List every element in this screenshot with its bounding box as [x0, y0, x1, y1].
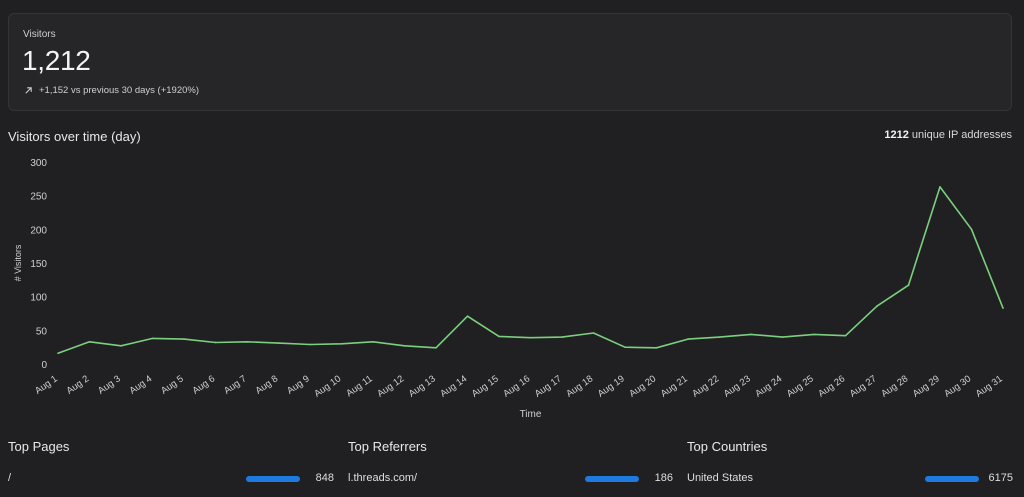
x-tick-label: Aug 23 [722, 373, 753, 399]
data-point [907, 284, 910, 287]
country-count-bar [925, 476, 979, 482]
data-point [844, 334, 847, 337]
data-point [718, 336, 721, 338]
x-tick-label: Aug 25 [785, 373, 816, 399]
referrer-count-bar [585, 476, 639, 482]
data-point [340, 343, 343, 345]
x-tick-label: Aug 10 [312, 373, 343, 399]
x-tick-label: Aug 28 [879, 373, 910, 399]
x-tick-label: Aug 9 [285, 373, 312, 396]
x-tick-label: Aug 30 [942, 373, 973, 399]
visitors-series-line [57, 186, 1004, 354]
data-point [592, 332, 595, 334]
data-point [876, 305, 878, 307]
country-count: 6175 [988, 472, 1013, 484]
y-tick-label: 100 [30, 293, 47, 304]
data-point [403, 345, 406, 347]
top-countries-row[interactable]: United States 6175 [687, 471, 1013, 487]
x-tick-label: Aug 31 [974, 373, 1005, 399]
data-point [1002, 307, 1004, 309]
visitors-label: Visitors [23, 29, 56, 40]
y-tick-label: 300 [30, 158, 47, 169]
referrer-name[interactable]: l.threads.com/ [348, 472, 418, 484]
data-point [939, 186, 941, 188]
x-tick-label: Aug 13 [407, 373, 438, 399]
y-tick-label: 0 [41, 360, 47, 371]
x-tick-label: Aug 17 [533, 373, 564, 399]
page-count-bar [246, 476, 300, 482]
x-tick-label: Aug 4 [128, 373, 155, 396]
x-tick-label: Aug 27 [848, 373, 879, 399]
x-tick-label: Aug 11 [344, 373, 374, 399]
data-point [750, 333, 752, 336]
x-axis-label: Time [520, 409, 542, 420]
data-point [435, 347, 437, 349]
referrer-count: 186 [654, 472, 673, 484]
x-tick-label: Aug 20 [627, 373, 658, 399]
x-tick-label: Aug 2 [65, 373, 92, 396]
chart-title: Visitors over time (day) [8, 129, 141, 144]
x-tick-label: Aug 6 [191, 373, 218, 396]
x-tick-label: Aug 14 [438, 373, 469, 399]
data-point [246, 340, 248, 343]
visitors-change: +1,152 vs previous 30 days (+1920%) [24, 85, 199, 96]
page-path[interactable]: / [8, 472, 12, 484]
data-point [120, 345, 122, 347]
x-tick-label: Aug 26 [816, 373, 847, 399]
data-point [183, 338, 185, 340]
x-tick-label: Aug 12 [375, 373, 406, 399]
x-tick-label: Aug 24 [753, 373, 784, 399]
top-countries-title: Top Countries [687, 439, 768, 454]
visitors-total: 1,212 [22, 45, 91, 76]
x-tick-label: Aug 29 [911, 373, 942, 399]
data-point [624, 346, 626, 348]
top-referrers-title: Top Referrers [348, 439, 427, 454]
data-point [970, 228, 973, 231]
visitors-change-text: +1,152 vs previous 30 days (+1920%) [39, 85, 200, 96]
data-point [88, 340, 91, 343]
data-point [655, 347, 658, 349]
x-tick-label: Aug 3 [96, 373, 123, 396]
x-tick-label: Aug 1 [33, 373, 60, 396]
top-pages-title: Top Pages [8, 439, 70, 454]
data-point [561, 336, 563, 338]
data-point [781, 336, 784, 338]
unique-ip-count: 1212 unique IP addresses [884, 129, 1012, 141]
data-point [466, 315, 469, 317]
x-tick-label: Aug 16 [501, 373, 532, 399]
x-tick-label: Aug 21 [659, 373, 690, 399]
data-point [529, 336, 532, 339]
y-tick-label: 200 [30, 225, 47, 236]
data-point [498, 335, 500, 338]
data-point [372, 340, 374, 343]
y-axis-label: # Visitors [13, 244, 23, 281]
y-tick-label: 250 [30, 192, 47, 203]
page-count: 848 [315, 472, 334, 484]
arrow-up-right-icon [25, 87, 32, 94]
x-tick-label: Aug 5 [159, 373, 186, 396]
data-point [687, 338, 689, 340]
data-point [309, 343, 311, 346]
data-point [57, 352, 59, 355]
x-tick-label: Aug 15 [470, 373, 501, 399]
x-tick-label: Aug 8 [254, 373, 281, 396]
data-point [813, 333, 815, 336]
top-pages-row[interactable]: / 848 [8, 471, 334, 487]
country-name[interactable]: United States [687, 472, 754, 484]
data-point [151, 337, 154, 340]
data-point [277, 342, 280, 344]
y-tick-label: 50 [36, 326, 48, 337]
ip-count-number: 1212 [884, 129, 909, 141]
x-tick-label: Aug 19 [596, 373, 627, 399]
x-tick-label: Aug 7 [222, 373, 249, 396]
visitors-summary-card: Visitors 1,212 +1,152 vs previous 30 day… [8, 13, 1012, 111]
y-tick-label: 150 [30, 259, 47, 270]
x-tick-label: Aug 22 [690, 373, 721, 399]
data-point [214, 341, 217, 344]
ip-count-label: unique IP addresses [911, 129, 1012, 141]
top-referrers-row[interactable]: l.threads.com/ 186 [348, 471, 674, 487]
x-tick-label: Aug 18 [564, 373, 595, 399]
